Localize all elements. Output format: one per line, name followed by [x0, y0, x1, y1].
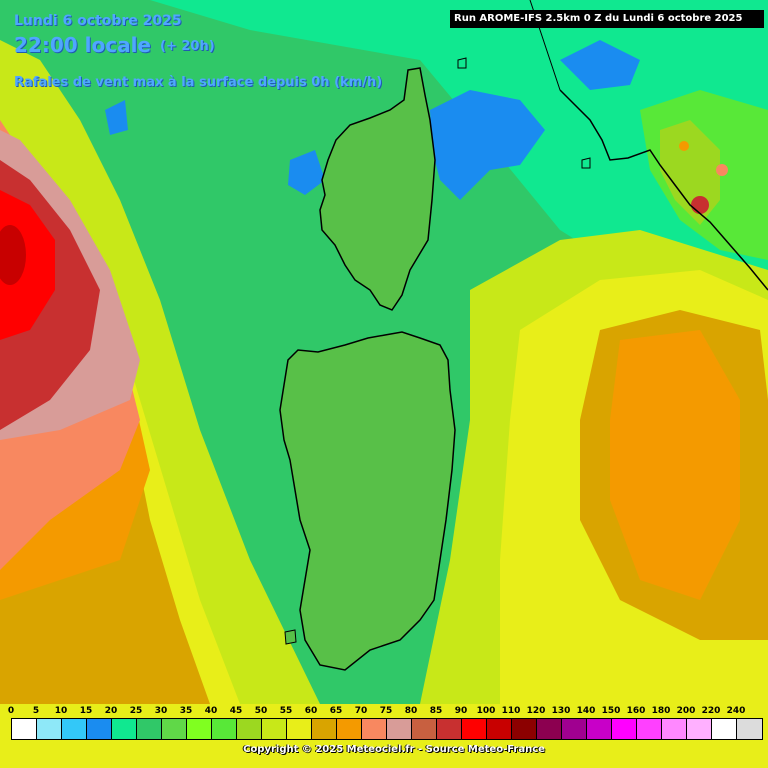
legend-tick-label: 120 — [526, 706, 546, 716]
legend-swatch — [162, 719, 187, 739]
gust-cell-italy-2 — [716, 164, 728, 176]
wind-gust-map — [0, 0, 768, 704]
legend-tick-labels: 0 5 10 15 20 25 30 35 40 45 50 55 60 65 70 75 80 85 90 100 1… — [0, 704, 768, 718]
legend-tick-label: 80 — [404, 706, 418, 716]
legend-tick-label: 90 — [454, 706, 468, 716]
legend-swatch — [187, 719, 212, 739]
islet-elba — [581, 157, 591, 169]
legend-tick-label: 30 — [154, 706, 168, 716]
legend-tick-label: 10 — [54, 706, 68, 716]
legend-tick-label: 50 — [254, 706, 268, 716]
legend-swatch — [337, 719, 362, 739]
legend-swatch — [262, 719, 287, 739]
legend-swatch — [437, 719, 462, 739]
legend-tick-label: 70 — [354, 706, 368, 716]
legend-swatch — [87, 719, 112, 739]
legend-tick-label: 60 — [304, 706, 318, 716]
legend-swatch — [687, 719, 712, 739]
parameter-title: Rafales de vent max à la surface depuis … — [14, 75, 383, 90]
legend-swatch — [712, 719, 737, 739]
forecast-date: Lundi 6 octobre 2025 — [14, 13, 182, 29]
calm-zone-blue-west-corsica — [288, 150, 325, 195]
corsica-island — [319, 67, 436, 311]
forecast-time: 22:00 locale — [14, 33, 151, 57]
legend-swatch — [287, 719, 312, 739]
legend-swatch — [512, 719, 537, 739]
legend-tick-label: 160 — [626, 706, 646, 716]
legend-swatch — [462, 719, 487, 739]
legend-tick-label: 180 — [651, 706, 671, 716]
gust-zone-orange-east — [610, 330, 740, 600]
legend-swatch — [612, 719, 637, 739]
islet-southwest-sardinia — [284, 629, 297, 645]
legend-tick-label: 25 — [129, 706, 143, 716]
legend-swatch — [637, 719, 662, 739]
calm-zone-blue-east-corsica — [430, 90, 545, 200]
legend-tick-label: 110 — [501, 706, 521, 716]
calm-zone-blue-west — [105, 100, 128, 135]
legend-swatch — [137, 719, 162, 739]
legend-tick-label: 150 — [601, 706, 621, 716]
legend-tick-label: 200 — [676, 706, 696, 716]
islet-capraia — [457, 57, 467, 69]
legend-tick-label: 5 — [32, 706, 40, 716]
legend-tick-label: 35 — [179, 706, 193, 716]
legend-swatch — [112, 719, 137, 739]
legend-tick-label: 75 — [379, 706, 393, 716]
legend-swatch — [537, 719, 562, 739]
legend-tick-label: 85 — [429, 706, 443, 716]
gust-core-west — [0, 225, 26, 285]
legend-swatch — [387, 719, 412, 739]
legend-tick-label: 140 — [576, 706, 596, 716]
legend-swatch — [62, 719, 87, 739]
legend-swatch — [212, 719, 237, 739]
legend-tick-label: 55 — [279, 706, 293, 716]
forecast-offset: (+ 20h) — [160, 39, 215, 54]
italy-coastline — [559, 89, 768, 291]
legend-swatch — [237, 719, 262, 739]
legend-color-scale — [11, 718, 763, 740]
legend-tick-label: 130 — [551, 706, 571, 716]
legend-tick-label: 100 — [476, 706, 496, 716]
legend-tick-label: 220 — [701, 706, 721, 716]
legend-tick-label: 20 — [104, 706, 118, 716]
legend-swatch — [12, 719, 37, 739]
legend-swatch — [412, 719, 437, 739]
sardinia-island — [279, 331, 456, 671]
legend-swatch — [737, 719, 762, 739]
legend-swatch — [662, 719, 687, 739]
run-info-banner: Run AROME-IFS 2.5km 0 Z du Lundi 6 octob… — [450, 10, 764, 28]
legend-swatch — [362, 719, 387, 739]
gust-cell-italy-3 — [679, 141, 689, 151]
legend-tick-label: 240 — [726, 706, 746, 716]
legend-tick-label: 45 — [229, 706, 243, 716]
legend-swatch — [587, 719, 612, 739]
legend-swatch — [37, 719, 62, 739]
legend-swatch — [487, 719, 512, 739]
copyright-notice: Copyright © 2025 Meteociel.fr - Source M… — [243, 744, 545, 755]
calm-zone-blue-north — [560, 40, 640, 90]
legend-swatch — [562, 719, 587, 739]
legend-tick-label: 65 — [329, 706, 343, 716]
legend-tick-label: 0 — [7, 706, 15, 716]
legend-tick-label: 15 — [79, 706, 93, 716]
legend-tick-label: 40 — [204, 706, 218, 716]
gust-cell-italy-1 — [691, 196, 709, 214]
legend-swatch — [312, 719, 337, 739]
